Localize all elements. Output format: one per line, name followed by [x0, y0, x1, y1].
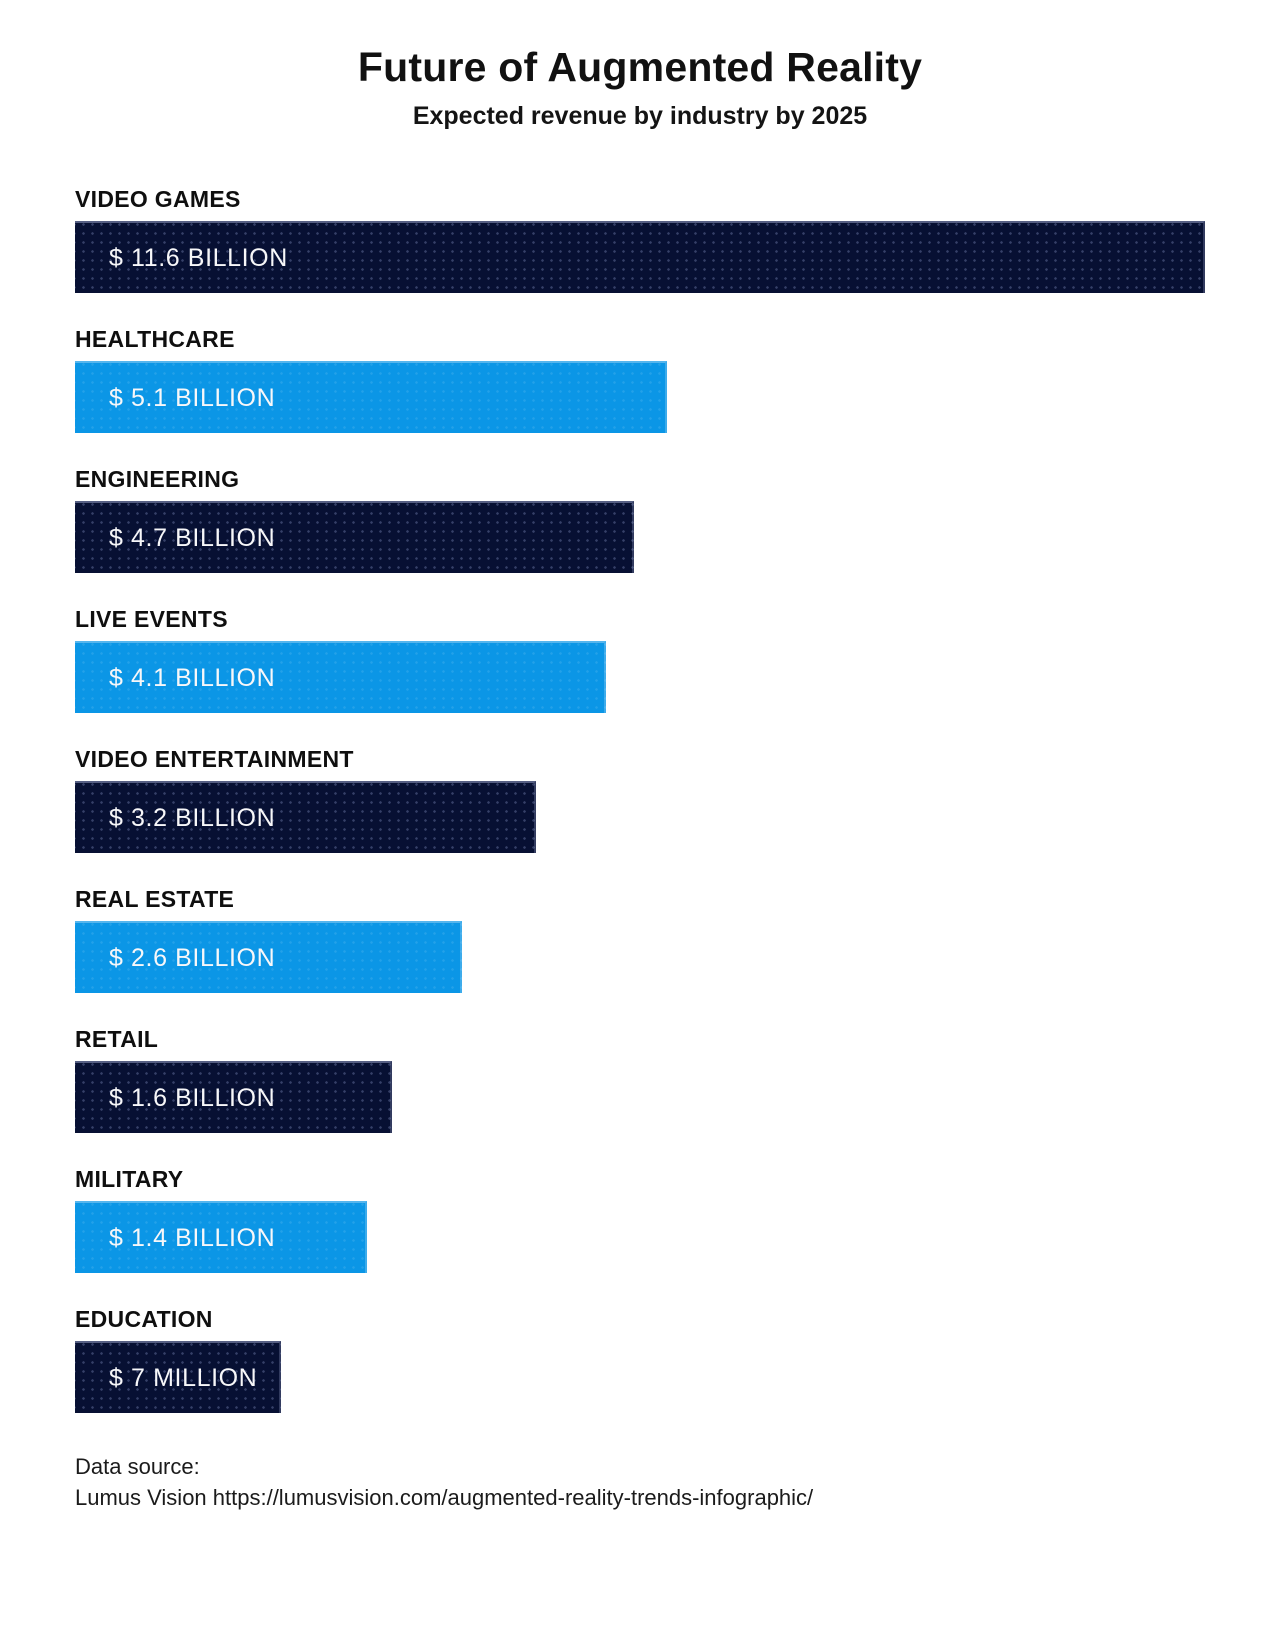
revenue-bar: $ 4.1 BILLION [75, 641, 606, 714]
bar-label: MILITARY [75, 1166, 184, 1193]
revenue-bar: $ 5.1 BILLION [75, 361, 667, 434]
chart-row: VIDEO GAMES $ 11.6 BILLION [75, 185, 1205, 294]
page-title: Future of Augmented Reality [357, 44, 923, 90]
bar-value-label: $ 11.6 BILLION [109, 243, 288, 272]
bar-label: EDUCATION [75, 1306, 213, 1333]
data-source-link-text: Lumus Vision https://lumusvision.com/aug… [75, 1485, 814, 1511]
chart-row: LIVE EVENTS $ 4.1 BILLION [75, 605, 1205, 714]
chart-row: VIDEO ENTERTAINMENT $ 3.2 BILLION [75, 745, 1205, 854]
chart-row: MILITARY $ 1.4 BILLION [75, 1165, 1205, 1274]
revenue-bar: $ 1.6 BILLION [75, 1061, 392, 1134]
revenue-bar: $ 7 MILLION [75, 1341, 281, 1414]
data-source: Data source: Lumus Vision https://lumusv… [0, 1451, 1280, 1513]
bar-label: LIVE EVENTS [75, 606, 228, 633]
page-subtitle: Expected revenue by industry by 2025 [412, 102, 868, 131]
bar-value-label: $ 7 MILLION [109, 1363, 258, 1392]
bar-label: REAL ESTATE [75, 886, 235, 913]
bar-label: RETAIL [75, 1026, 159, 1053]
chart-row: REAL ESTATE $ 2.6 BILLION [75, 885, 1205, 994]
bar-value-label: $ 5.1 BILLION [109, 383, 276, 412]
chart-header: Future of Augmented Reality Expected rev… [0, 0, 1280, 131]
bar-label: VIDEO GAMES [75, 186, 241, 213]
bar-value-label: $ 1.4 BILLION [109, 1223, 276, 1252]
revenue-bar: $ 11.6 BILLION [75, 221, 1205, 294]
bar-value-label: $ 4.1 BILLION [109, 663, 276, 692]
bar-value-label: $ 2.6 BILLION [109, 943, 276, 972]
bar-label: VIDEO ENTERTAINMENT [75, 746, 354, 773]
chart-row: RETAIL $ 1.6 BILLION [75, 1025, 1205, 1134]
bar-value-label: $ 3.2 BILLION [109, 803, 276, 832]
bar-value-label: $ 1.6 BILLION [109, 1083, 276, 1112]
bar-label: HEALTHCARE [75, 326, 235, 353]
bar-chart: VIDEO GAMES $ 11.6 BILLION HEALTHCARE $ 5.1… [0, 185, 1280, 1414]
chart-row: EDUCATION $ 7 MILLION [75, 1305, 1205, 1414]
chart-row: ENGINEERING $ 4.7 BILLION [75, 465, 1205, 574]
revenue-bar: $ 2.6 BILLION [75, 921, 462, 994]
data-source-label: Data source: [75, 1454, 200, 1480]
chart-row: HEALTHCARE $ 5.1 BILLION [75, 325, 1205, 434]
revenue-bar: $ 3.2 BILLION [75, 781, 536, 854]
revenue-bar: $ 4.7 BILLION [75, 501, 634, 574]
revenue-bar: $ 1.4 BILLION [75, 1201, 367, 1274]
bar-label: ENGINEERING [75, 466, 240, 493]
bar-value-label: $ 4.7 BILLION [109, 523, 276, 552]
